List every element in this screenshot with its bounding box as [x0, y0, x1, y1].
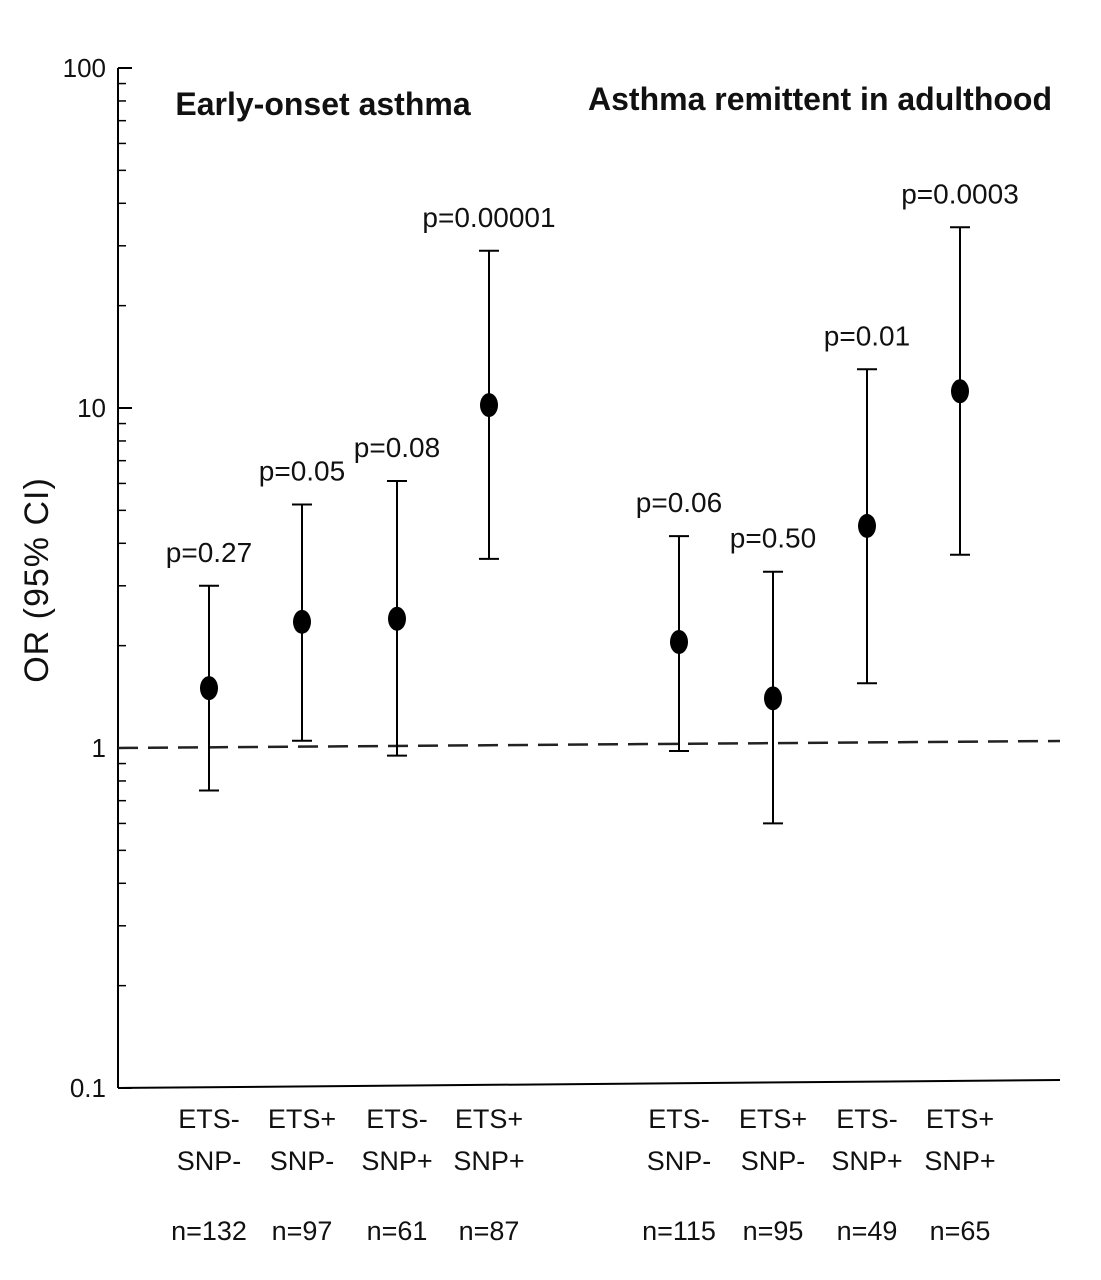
p-value-label: p=0.06 — [636, 487, 722, 518]
category-snp-label: SNP+ — [453, 1146, 524, 1176]
or-point — [764, 686, 782, 711]
panel-titles: Early-onset asthma Asthma remittent in ad… — [175, 81, 1052, 122]
y-tick-label: 100 — [63, 53, 106, 83]
category-snp-label: SNP- — [270, 1146, 335, 1176]
sample-size-label: n=61 — [367, 1216, 428, 1246]
category-ets-label: ETS- — [648, 1104, 710, 1134]
category-ets-label: ETS+ — [739, 1104, 807, 1134]
or-point — [670, 630, 688, 655]
x-axis-line — [117, 1079, 1061, 1089]
or-point — [480, 393, 498, 418]
p-value-label: p=0.08 — [354, 432, 440, 463]
reference-line — [117, 739, 1061, 750]
p-value-label: p=0.05 — [259, 456, 345, 487]
axes: 0.1 1 10 100 — [63, 53, 1061, 1103]
category-snp-label: SNP+ — [361, 1146, 432, 1176]
or-point — [293, 609, 311, 634]
category-ets-label: ETS+ — [268, 1104, 336, 1134]
category-snp-label: SNP- — [741, 1146, 806, 1176]
y-tick-label: 1 — [92, 733, 106, 763]
p-value-label: p=0.27 — [166, 537, 252, 568]
p-value-label: p=0.01 — [824, 320, 910, 351]
category-labels: ETS- SNP-n=132 ETS+ SNP-n=97 ETS- SNP+ n=61 ETS… — [171, 1104, 996, 1246]
p-value-label: p=0.0003 — [901, 178, 1019, 209]
panel-title: Asthma remittent in adulthood — [588, 81, 1052, 117]
sample-size-label: n=95 — [743, 1216, 804, 1246]
category-snp-label: SNP+ — [924, 1146, 995, 1176]
p-value-label: p=0.00001 — [422, 202, 555, 233]
y-tick-label: 10 — [77, 393, 106, 423]
category-ets-label: ETS+ — [455, 1104, 523, 1134]
p-value-label: p=0.50 — [730, 523, 816, 554]
sample-size-label: n=87 — [459, 1216, 520, 1246]
y-tick-label: 0.1 — [70, 1073, 106, 1103]
or-point — [388, 606, 406, 631]
category-ets-label: ETS- — [836, 1104, 898, 1134]
sample-size-label: n=65 — [930, 1216, 991, 1246]
sample-size-label: n=115 — [642, 1216, 716, 1246]
category-snp-label: SNP+ — [831, 1146, 902, 1176]
or-point — [858, 513, 876, 538]
category-snp-label: SNP- — [177, 1146, 242, 1176]
category-snp-label: SNP- — [647, 1146, 712, 1176]
category-ets-label: ETS- — [366, 1104, 428, 1134]
category-ets-label: ETS- — [178, 1104, 240, 1134]
y-axis-label: OR (95% CI) — [18, 477, 56, 683]
data-marks: p=0.27 p=0.05 p=0.08 p=0.00001 p=0.06 p=0.50 p… — [166, 178, 1019, 825]
panel-title: Early-onset asthma — [175, 86, 470, 122]
category-ets-label: ETS+ — [926, 1104, 994, 1134]
or-point — [200, 676, 218, 701]
or-point — [951, 379, 969, 404]
sample-size-label: n=49 — [837, 1216, 898, 1246]
sample-size-label: n=132 — [171, 1216, 247, 1246]
sample-size-label: n=97 — [272, 1216, 333, 1246]
